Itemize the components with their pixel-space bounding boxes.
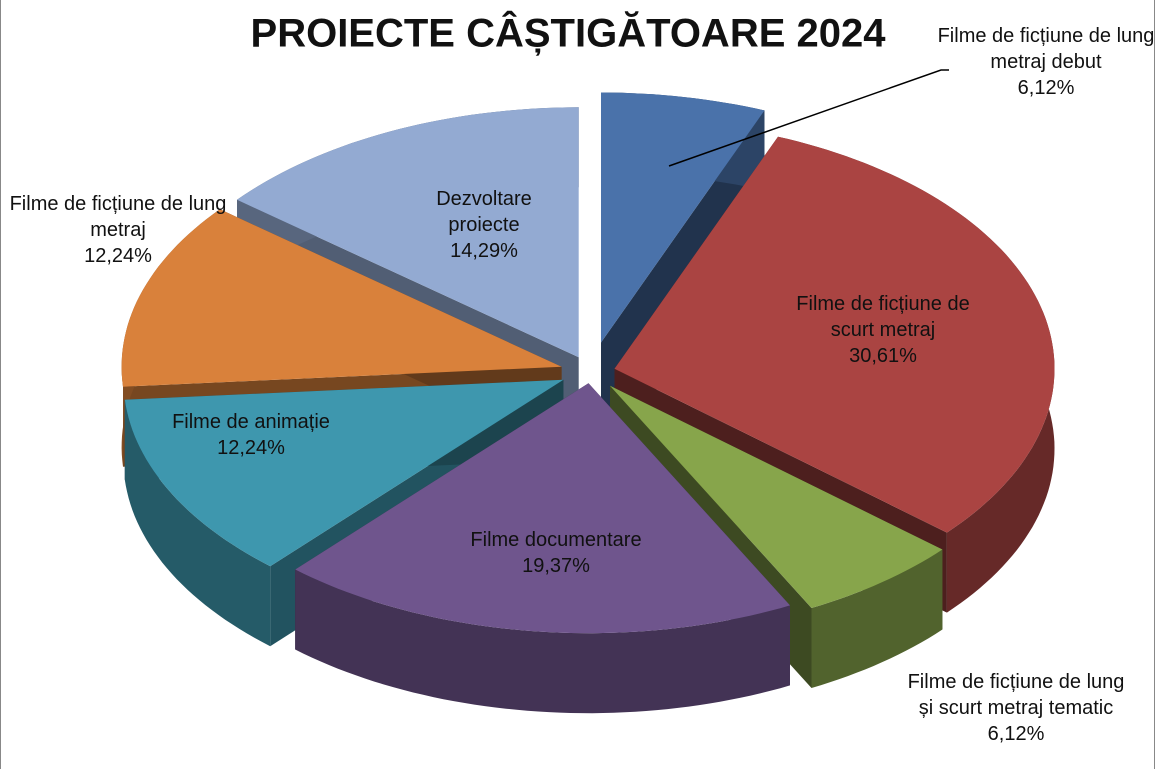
data-label: Filme de ficțiune de lung metraj debut 6,… [926, 23, 1155, 101]
slice [614, 136, 1055, 533]
value-label: 14,29% [450, 240, 518, 262]
category-label: Filme de ficțiune de lung metraj debut [937, 25, 1155, 73]
data-label: Filme de ficțiune de scurt metraj 30,61% [773, 291, 993, 369]
slice [601, 92, 765, 343]
slice [237, 107, 579, 358]
value-label: 12,24% [217, 437, 285, 459]
slice [124, 379, 564, 567]
data-label: Filme documentare 19,37% [436, 527, 676, 579]
value-label: 19,37% [522, 555, 590, 577]
slice [295, 383, 790, 634]
slice-side [811, 549, 943, 688]
chart-title: PROIECTE CÂȘTIGĂTOARE 2024 [250, 11, 886, 56]
category-label: Dezvoltare proiecte [436, 188, 532, 236]
category-label: Filme documentare [470, 529, 642, 551]
data-label: Filme de animație 12,24% [141, 409, 361, 461]
data-label: Dezvoltare proiecte 14,29% [409, 186, 559, 264]
slice-side [295, 569, 790, 714]
slice-side [124, 399, 271, 647]
leader-line [668, 69, 949, 167]
category-label: Filme de ficțiune de lung și scurt metra… [907, 671, 1125, 719]
slice [121, 209, 562, 387]
slice [610, 385, 943, 608]
category-label: Filme de ficțiune de lung metraj [9, 193, 227, 241]
data-label: Filme de ficțiune de lung metraj 12,24% [3, 191, 233, 269]
value-label: 6,12% [1017, 77, 1075, 99]
value-label: 12,24% [84, 245, 152, 267]
category-label: Filme de animație [172, 411, 330, 433]
category-label: Filme de ficțiune de scurt metraj [796, 293, 970, 341]
value-label: 6,12% [987, 723, 1045, 745]
data-label: Filme de ficțiune de lung și scurt metra… [901, 669, 1131, 747]
value-label: 30,61% [849, 345, 917, 367]
